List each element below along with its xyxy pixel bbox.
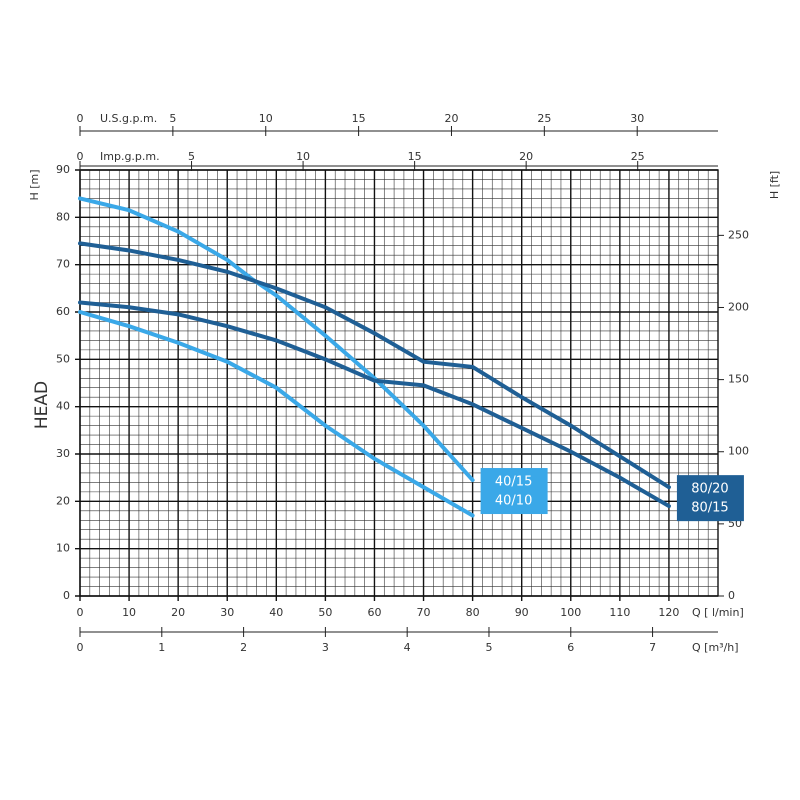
legend-label: 80/20 <box>691 482 728 497</box>
y2-tick-label: 150 <box>728 373 749 386</box>
y-tick-label: 50 <box>56 352 70 365</box>
curve <box>78 310 475 518</box>
y-tick-label: 20 <box>56 494 70 507</box>
x-tick-label: 25 <box>537 112 551 125</box>
y-tick-label: 0 <box>63 589 70 602</box>
y-tick-label: 90 <box>56 163 70 176</box>
x-tick-label: 30 <box>630 112 644 125</box>
y-tick-label: 40 <box>56 400 70 413</box>
plot-frame <box>79 169 719 597</box>
head-label: HEAD <box>32 381 52 429</box>
x-tick-label: 60 <box>367 606 381 619</box>
x-tick-label: 0 <box>77 606 84 619</box>
y-tick-label: 80 <box>56 210 70 223</box>
x-tick-label: 0 <box>77 641 84 654</box>
x-tick-label: 7 <box>649 641 656 654</box>
axis-label: Imp.g.p.m. <box>100 150 160 163</box>
x-tick-label: 25 <box>631 150 645 163</box>
x-tick-label: 3 <box>322 641 329 654</box>
legend-label: 40/15 <box>495 475 532 490</box>
x-tick-label: 120 <box>658 606 679 619</box>
y-tick-label: 30 <box>56 447 70 460</box>
x-tick-label: 5 <box>485 641 492 654</box>
axis-label: Q [m³/h] <box>692 641 739 654</box>
y-tick-label: 70 <box>56 258 70 271</box>
x-tick-label: 50 <box>318 606 332 619</box>
curve <box>78 300 671 509</box>
legend-label: 80/15 <box>691 501 728 516</box>
x-tick-label: 70 <box>417 606 431 619</box>
x-tick-label: 100 <box>560 606 581 619</box>
x-tick-label: 10 <box>259 112 273 125</box>
x-tick-label: 110 <box>609 606 630 619</box>
x-tick-label: 80 <box>466 606 480 619</box>
y2-tick-label: 100 <box>728 445 749 458</box>
x-tick-label: 20 <box>519 150 533 163</box>
x-tick-label: 30 <box>220 606 234 619</box>
x-tick-label: 20 <box>171 606 185 619</box>
x-tick-label: 10 <box>296 150 310 163</box>
y2-tick-label: 0 <box>728 589 735 602</box>
x-tick-label: 20 <box>444 112 458 125</box>
legend-label: 40/10 <box>495 494 532 509</box>
y2-tick-label: 250 <box>728 228 749 241</box>
x-tick-label: 10 <box>122 606 136 619</box>
x-tick-label: 15 <box>408 150 422 163</box>
curve <box>78 241 671 490</box>
x-tick-label: 90 <box>515 606 529 619</box>
y-tick-label: 60 <box>56 305 70 318</box>
x-tick-label: 0 <box>77 150 84 163</box>
curve <box>78 196 475 483</box>
x-tick-label: 15 <box>352 112 366 125</box>
x-tick-label: 40 <box>269 606 283 619</box>
x-tick-label: 5 <box>169 112 176 125</box>
legend-box <box>480 468 548 515</box>
x-tick-label: 2 <box>240 641 247 654</box>
x-tick-label: 0 <box>77 112 84 125</box>
y2-axis-label: H [ft] <box>768 171 781 199</box>
x-tick-label: 6 <box>567 641 574 654</box>
legend-box <box>676 475 744 522</box>
y-axis-label: H [m] <box>28 169 41 200</box>
x-tick-label: 4 <box>404 641 411 654</box>
y-tick-label: 10 <box>56 542 70 555</box>
y2-tick-label: 200 <box>728 300 749 313</box>
x-tick-label: 1 <box>158 641 165 654</box>
x-tick-label: 5 <box>188 150 195 163</box>
x-axis-label: Q [ l/min] <box>692 606 744 619</box>
axis-label: U.S.g.p.m. <box>100 112 157 125</box>
